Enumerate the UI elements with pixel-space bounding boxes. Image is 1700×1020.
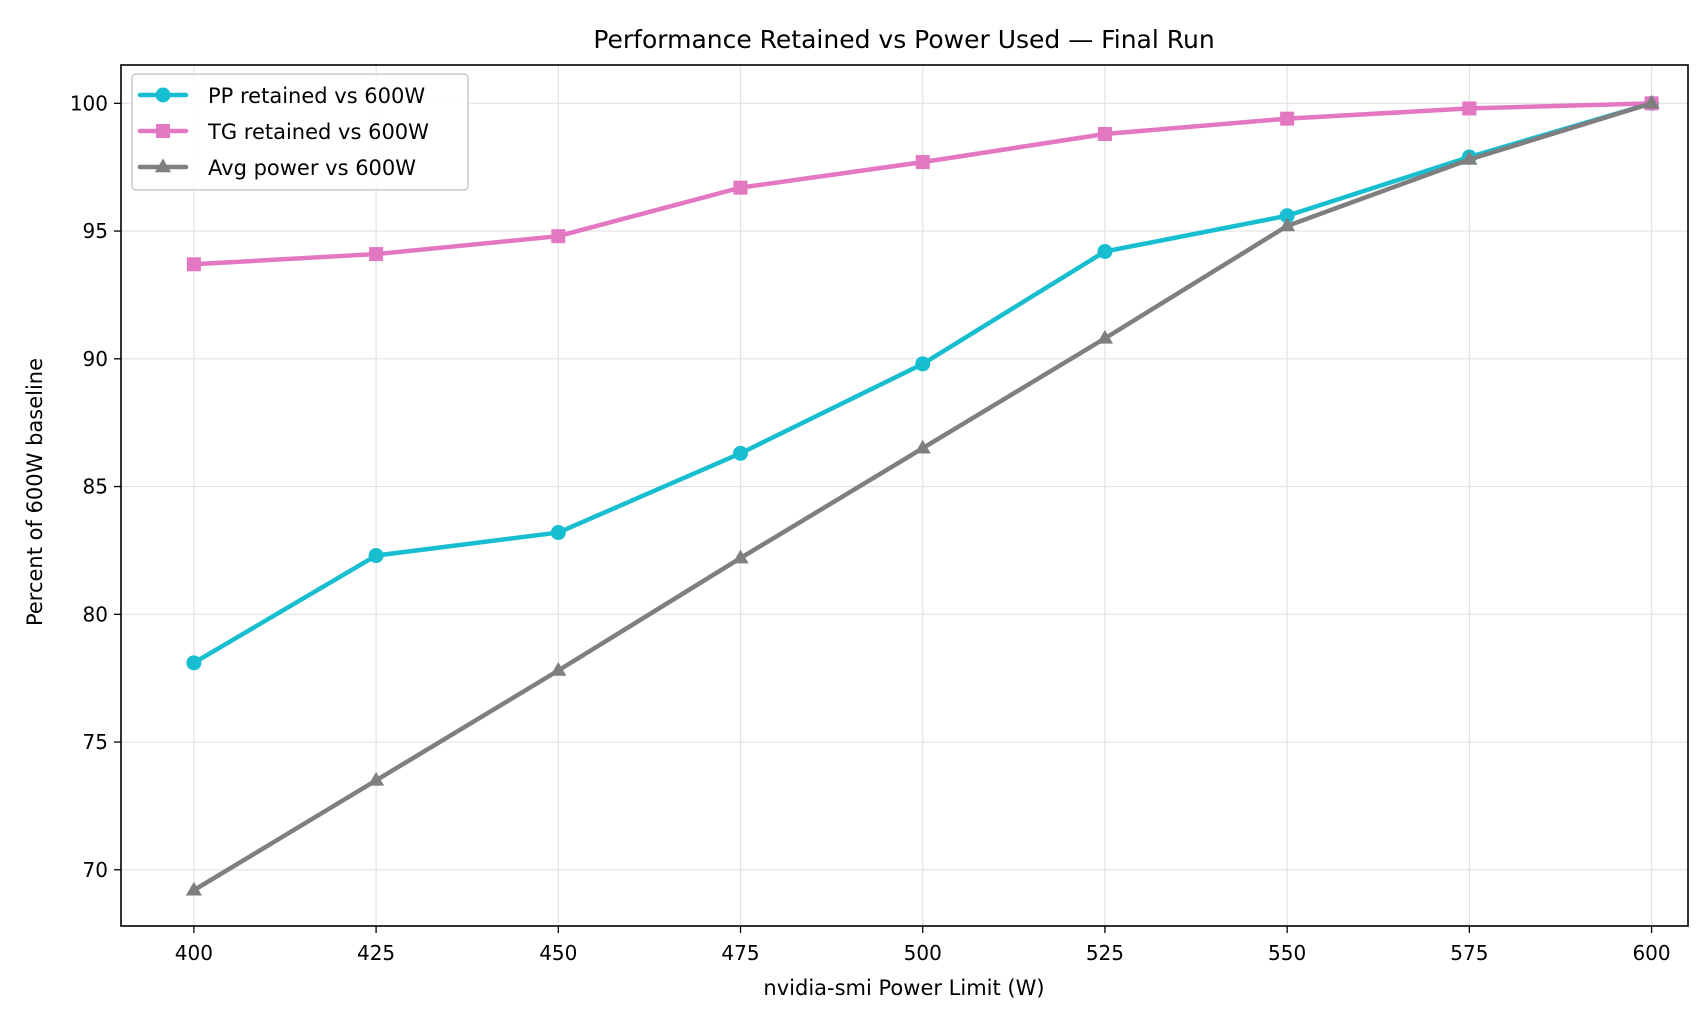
legend-item: PP retained vs 600W [137, 84, 425, 108]
series-layer [185, 94, 1660, 896]
legend-label: TG retained vs 600W [207, 120, 429, 144]
chart-title: Performance Retained vs Power Used — Fin… [593, 25, 1214, 54]
y-tick-label: 70 [83, 858, 108, 882]
data-point [1280, 111, 1295, 126]
y-tick-label: 90 [83, 347, 108, 371]
data-point [369, 247, 384, 262]
data-point [914, 439, 931, 454]
x-tick-label: 425 [357, 941, 395, 965]
data-point [550, 525, 566, 541]
data-point [1279, 208, 1295, 224]
x-tick-label: 575 [1450, 941, 1488, 965]
x-tick-label: 400 [175, 941, 213, 965]
data-point [186, 257, 201, 272]
data-point [915, 155, 930, 170]
data-point [733, 180, 748, 195]
data-point [551, 229, 566, 244]
legend-label: Avg power vs 600W [208, 156, 416, 180]
y-tick-label: 85 [83, 475, 108, 499]
y-tick-label: 80 [83, 602, 108, 626]
x-tick-label: 600 [1632, 941, 1670, 965]
legend-label: PP retained vs 600W [208, 84, 425, 108]
data-point [1096, 329, 1114, 344]
data-point [915, 356, 931, 372]
series-2 [186, 96, 1659, 272]
x-tick-label: 500 [904, 941, 942, 965]
legend-item: TG retained vs 600W [137, 120, 429, 144]
data-point [1462, 101, 1477, 116]
data-point [550, 662, 567, 676]
y-tick-label: 95 [83, 219, 108, 243]
x-tick-label: 525 [1086, 941, 1124, 965]
legend-marker [155, 87, 171, 103]
data-point [732, 549, 749, 564]
x-tick-label: 475 [721, 941, 759, 965]
y-axis-label: Percent of 600W baseline [23, 358, 47, 626]
data-point [368, 548, 384, 564]
data-point [1643, 94, 1660, 109]
data-point [1461, 151, 1478, 165]
x-tick-label: 550 [1268, 941, 1306, 965]
legend-marker [154, 158, 172, 173]
data-point [733, 445, 749, 461]
plot-area: 400 425 450 475 500 525 550 575 600 70 75 80 85 90 95 1… [70, 64, 1689, 965]
data-point [1097, 244, 1113, 260]
data-point [368, 771, 385, 786]
x-axis-label: nvidia-smi Power Limit (W) [763, 976, 1044, 1000]
x-tick-label: 450 [539, 941, 577, 965]
legend-item: Avg power vs 600W [137, 156, 416, 180]
legend: PP retained vs 600W TG retained vs 600W Av… [131, 73, 469, 191]
series-3 [185, 94, 1660, 896]
y-tick-label: 100 [70, 91, 108, 115]
grid-lines [121, 65, 1688, 926]
y-tick-label: 75 [83, 730, 108, 754]
data-point [186, 655, 202, 671]
plot-frame [120, 64, 1689, 927]
axis-ticks: 400 425 450 475 500 525 550 575 600 70 75 80 85 90 95 1… [70, 91, 1671, 965]
data-point [1279, 217, 1296, 232]
data-point [1097, 126, 1112, 141]
legend-marker [156, 124, 170, 138]
legend-box [131, 73, 469, 191]
data-point [185, 881, 202, 896]
